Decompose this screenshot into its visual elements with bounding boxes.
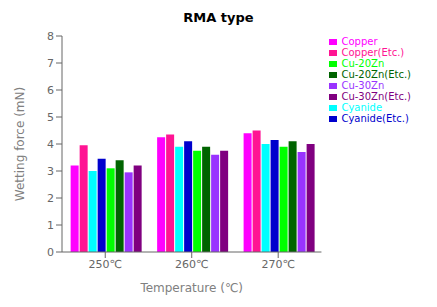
html-text:Cyanide: Cyanide (341, 102, 383, 113)
svg-text:3: 3 (47, 165, 54, 178)
svg-text:270℃: 270℃ (262, 258, 295, 271)
svg-text:0: 0 (47, 246, 54, 259)
html-text:Cyanide(Etc.): Cyanide(Etc.) (341, 113, 409, 124)
html-text:RMA type: RMA type (183, 10, 254, 25)
svg-text:260℃: 260℃ (175, 258, 208, 271)
svg-text:4: 4 (47, 138, 54, 151)
svg-text:5: 5 (47, 111, 54, 124)
svg-text:Wetting force (mN): Wetting force (mN) (13, 87, 27, 201)
html-text:Cu-20Zn(Etc.): Cu-20Zn(Etc.) (341, 69, 411, 80)
html-text:Copper(Etc.): Copper(Etc.) (341, 47, 405, 58)
svg-text:2: 2 (47, 192, 54, 205)
svg-text:8: 8 (47, 30, 54, 43)
svg-text:250℃: 250℃ (89, 258, 122, 271)
svg-text:6: 6 (47, 84, 54, 97)
svg-text:7: 7 (47, 57, 54, 70)
html-text:Cu-20Zn: Cu-20Zn (341, 58, 385, 69)
html-text:Cu-30Zn: Cu-30Zn (341, 80, 385, 91)
svg-text:Temperature (℃): Temperature (℃) (139, 281, 243, 295)
html-text:Cu-30Zn(Etc.): Cu-30Zn(Etc.) (341, 91, 411, 102)
html-text:Copper: Copper (341, 36, 378, 47)
svg-text:1: 1 (47, 219, 54, 232)
